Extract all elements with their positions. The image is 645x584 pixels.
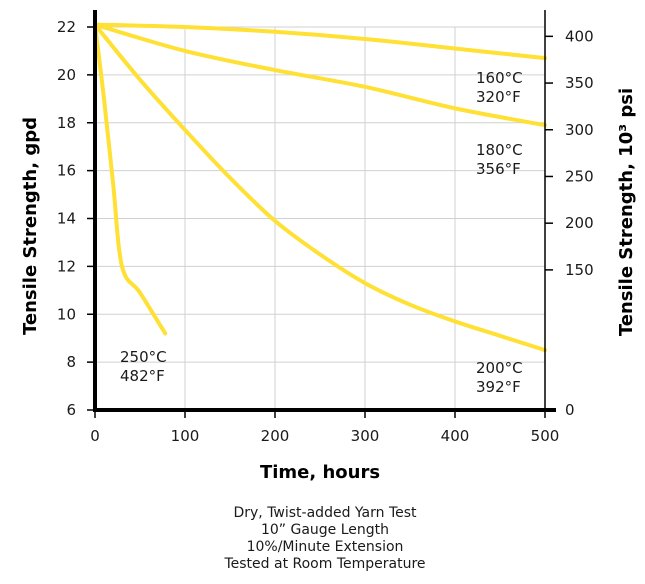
y-left-tick-label-4: 14 [57, 210, 76, 228]
y-ticks-right: 0 150 200 250 300 350 400 [545, 27, 594, 419]
y-axis-title-right: Tensile Strength, 10³ psi [616, 88, 637, 336]
y-left-tick-label-7: 20 [57, 66, 76, 84]
y-ticks-left: 6 8 10 12 14 16 18 20 22 [57, 18, 95, 419]
curve-label-1-line-1: 356°F [476, 160, 521, 178]
y-left-tick-label-0: 6 [66, 401, 76, 419]
y-left-tick-label-2: 10 [57, 305, 76, 323]
test-conditions-note: Dry, Twist-added Yarn Test 10” Gauge Len… [223, 505, 425, 572]
series-line-3 [93, 22, 168, 336]
x-tick-label-0: 0 [90, 427, 100, 445]
curve-label-3: 250°C 482°F [120, 348, 167, 385]
y-right-tick-label-0: 0 [565, 401, 575, 419]
y-right-tick-label-2: 200 [565, 214, 594, 232]
curve-label-3-line-0: 250°C [120, 348, 167, 366]
y-right-tick-label-6: 400 [565, 27, 594, 45]
footnote-line-3: 10%/Minute Extension [247, 539, 404, 555]
x-tick-label-3: 300 [351, 427, 380, 445]
y-right-tick-label-1: 150 [565, 261, 594, 279]
series-line-1 [93, 22, 547, 128]
footnote-line-2: 10” Gauge Length [261, 522, 389, 538]
curve-labels: 160°C 320°F 180°C 356°F 200°C 392°F 250°C 482°F [120, 69, 523, 396]
y-left-tick-label-6: 18 [57, 114, 76, 132]
x-tick-label-1: 100 [171, 427, 200, 445]
y-left-tick-label-1: 8 [66, 353, 76, 371]
curve-label-0: 160°C 320°F [476, 69, 523, 106]
curve-label-0-line-1: 320°F [476, 88, 521, 106]
curve-label-1-line-0: 180°C [476, 141, 523, 159]
curve-label-2-line-1: 392°F [476, 378, 521, 396]
curve-label-0-line-0: 160°C [476, 69, 523, 87]
y-left-tick-label-3: 12 [57, 257, 76, 275]
footnote-line-1: Dry, Twist-added Yarn Test [233, 505, 417, 521]
series-line-0 [93, 22, 547, 61]
x-tick-label-5: 500 [531, 427, 560, 445]
y-right-tick-label-5: 350 [565, 74, 594, 92]
curve-label-2-line-0: 200°C [476, 359, 523, 377]
curve-label-1: 180°C 356°F [476, 141, 523, 178]
y-right-tick-label-3: 250 [565, 167, 594, 185]
curve-label-2: 200°C 392°F [476, 359, 523, 396]
series-line-2 [93, 22, 547, 353]
x-ticks: 0 100 200 300 400 500 [90, 410, 559, 445]
curve-label-3-line-1: 482°F [120, 367, 165, 385]
y-right-tick-label-4: 300 [565, 121, 594, 139]
x-tick-label-4: 400 [441, 427, 470, 445]
footnote-line-4: Tested at Room Temperature [223, 556, 425, 572]
series-curves [93, 22, 547, 353]
y-axis-title-left: Tensile Strength, gpd [20, 117, 41, 335]
x-tick-label-2: 200 [261, 427, 290, 445]
y-left-tick-label-5: 16 [57, 162, 76, 180]
x-axis-title: Time, hours [260, 462, 380, 483]
axes-frame [93, 10, 556, 412]
y-left-tick-label-8: 22 [57, 18, 76, 36]
